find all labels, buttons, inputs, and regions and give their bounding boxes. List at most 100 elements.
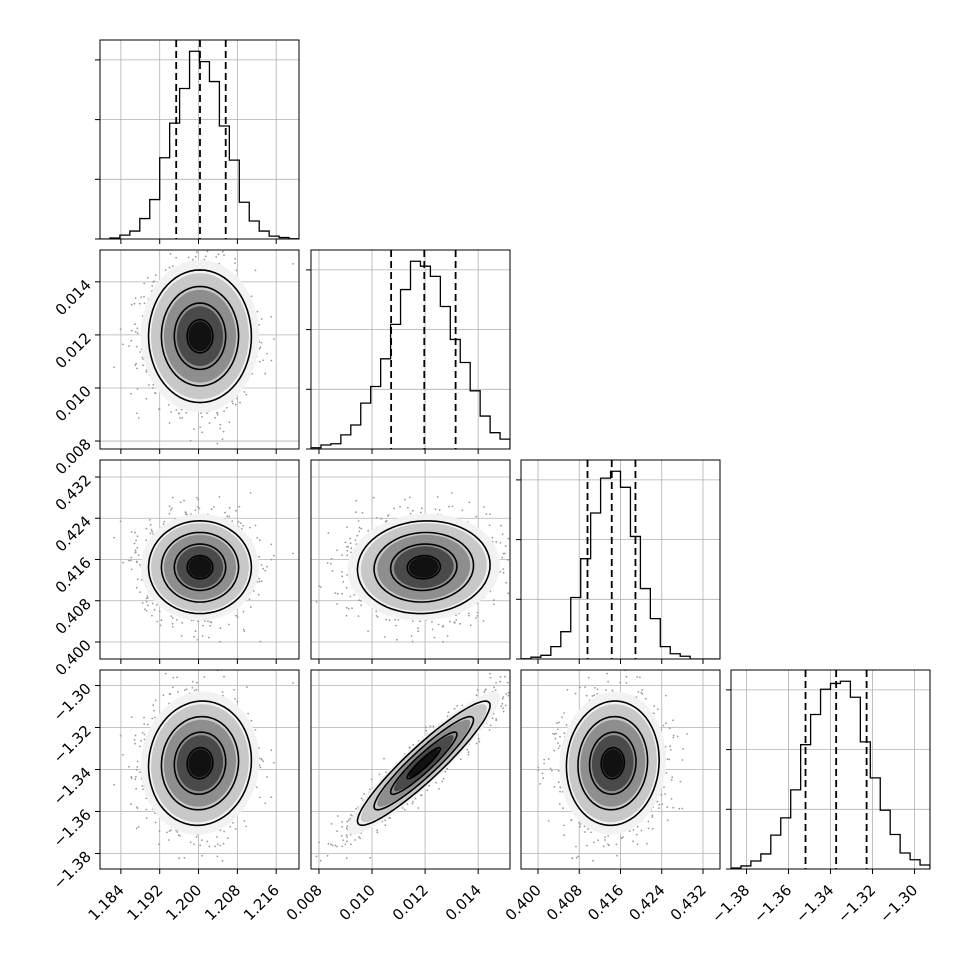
sample-point: [197, 498, 200, 501]
sample-point: [239, 401, 241, 404]
sample-point: [239, 522, 242, 525]
density-band-4: [188, 556, 212, 578]
sample-point: [259, 640, 262, 643]
sample-point: [136, 388, 139, 390]
sample-point: [219, 627, 222, 630]
sample-point: [380, 517, 383, 520]
sample-point: [160, 619, 163, 622]
contour-1-0-3: [147, 269, 253, 404]
sample-point: [142, 364, 145, 367]
sample-point: [134, 549, 137, 552]
sample-point: [450, 492, 453, 494]
sample-point: [175, 619, 178, 621]
sample-point: [257, 593, 260, 596]
sample-point: [256, 310, 259, 313]
sample-point: [493, 599, 495, 601]
sample-point: [375, 615, 378, 617]
panel-frame-1-0: [99, 249, 300, 450]
sample-point: [375, 610, 378, 613]
sample-point: [228, 421, 231, 424]
sample-point: [149, 523, 152, 526]
sample-point: [407, 506, 409, 509]
sample-point: [187, 256, 190, 259]
sample-point: [461, 509, 464, 512]
sample-point: [134, 531, 137, 534]
sample-point: [215, 248, 217, 250]
sample-point: [194, 255, 197, 258]
sample-point: [170, 615, 173, 617]
sample-point: [485, 513, 488, 515]
sample-point: [221, 250, 224, 253]
sample-point: [501, 556, 504, 559]
sample-point: [164, 269, 167, 271]
sample-point: [226, 515, 229, 518]
sample-point: [449, 620, 451, 623]
sample-point: [135, 539, 138, 542]
sample-point: [141, 356, 144, 359]
sample-point: [153, 608, 156, 611]
sample-point: [154, 274, 157, 277]
sample-point: [179, 501, 182, 504]
sample-point: [419, 620, 421, 623]
sample-point: [237, 521, 240, 523]
sample-point: [207, 636, 210, 639]
sample-point: [122, 343, 124, 346]
sample-point: [216, 411, 219, 414]
contour-2-0-2: [160, 531, 240, 603]
sample-point: [213, 506, 215, 508]
sample-point: [270, 543, 273, 546]
sample-point: [336, 592, 339, 595]
sample-point: [258, 347, 261, 350]
sample-point: [181, 622, 184, 624]
sample-point: [196, 251, 198, 254]
sample-point: [349, 542, 352, 545]
sample-point: [336, 549, 338, 552]
sample-point: [122, 561, 124, 564]
sample-point: [228, 506, 231, 509]
sample-point: [501, 533, 504, 536]
sample-point: [143, 302, 146, 305]
sample-point: [113, 536, 115, 539]
sample-point: [185, 411, 188, 414]
sample-point: [171, 265, 174, 267]
sample-point: [135, 362, 138, 365]
sample-point: [145, 539, 148, 542]
sample-point: [133, 542, 136, 545]
sample-point: [151, 602, 154, 605]
contour-1-0-2: [160, 285, 240, 387]
sample-point: [270, 558, 273, 561]
sample-point: [141, 602, 144, 604]
sample-point: [134, 364, 137, 366]
sample-point: [196, 496, 199, 499]
sample-point: [344, 541, 347, 544]
sample-point: [151, 285, 154, 287]
sample-point: [266, 565, 268, 568]
sample-point: [136, 332, 139, 334]
sample-point: [159, 624, 162, 627]
sample-point: [139, 591, 142, 593]
sample-point: [193, 428, 196, 430]
sample-point: [270, 315, 273, 318]
sample-point: [236, 616, 239, 619]
sample-point: [234, 403, 237, 406]
sample-point: [350, 551, 352, 554]
panel-frame-1-1: [310, 249, 511, 450]
sample-point: [231, 520, 234, 522]
sample-point: [136, 367, 138, 370]
sample-point: [438, 509, 441, 511]
sample-point: [499, 542, 502, 544]
sample-point: [135, 412, 138, 415]
sample-point: [273, 338, 275, 340]
sample-point: [158, 408, 160, 410]
sample-point: [431, 621, 433, 623]
sample-point: [127, 559, 130, 562]
sample-point: [113, 366, 115, 369]
sample-point: [411, 640, 414, 643]
sample-point: [171, 626, 174, 628]
sample-point: [491, 536, 494, 539]
sample-point: [358, 530, 361, 533]
points-2-0: [113, 492, 294, 643]
sample-point: [176, 236, 178, 238]
sample-point: [295, 515, 297, 517]
sample-point: [135, 560, 138, 563]
